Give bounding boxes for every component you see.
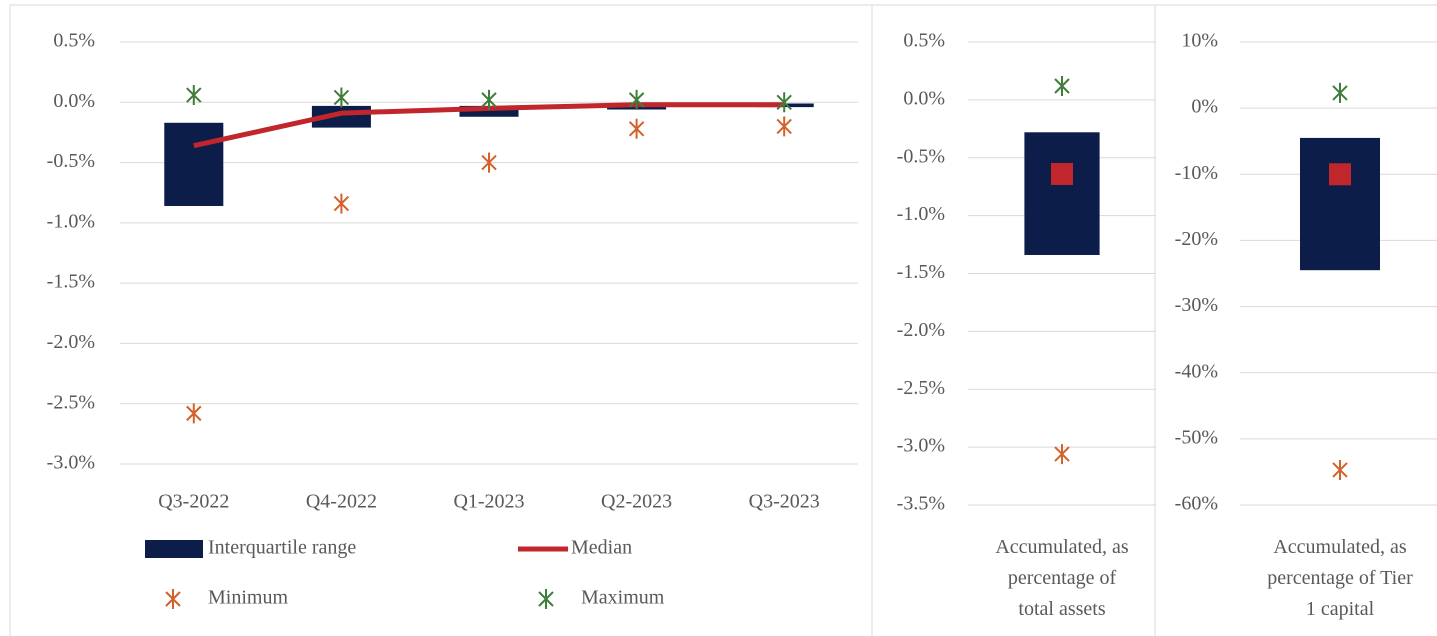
y-tick-label: 10% — [1181, 30, 1218, 52]
y-tick-label: 0.0% — [53, 90, 95, 112]
asterisk-marker — [776, 92, 792, 113]
y-tick-label: -1.5% — [897, 261, 945, 283]
iqr-bar — [459, 105, 519, 117]
legend-label: Interquartile range — [208, 537, 356, 559]
y-tick-label: -30% — [1175, 294, 1218, 316]
y-tick-label: -1.0% — [47, 210, 95, 232]
asterisk-marker — [1332, 82, 1348, 103]
legend-label: Median — [571, 537, 632, 559]
x-tick-label: Q2-2023 — [601, 491, 672, 513]
y-tick-label: -3.0% — [47, 452, 95, 474]
asterisk-marker — [186, 85, 202, 106]
asterisk-marker — [333, 193, 350, 214]
asterisk-stroke — [186, 403, 202, 424]
x-tick-label: Q4-2022 — [306, 491, 377, 513]
y-tick-label: -20% — [1175, 228, 1218, 250]
legend-item: Interquartile range — [145, 537, 356, 559]
asterisk-marker — [481, 89, 497, 110]
iqr-bar — [164, 122, 224, 206]
y-tick-label: -1.0% — [897, 203, 945, 225]
x-tick-label: Accumulated, as percentage of Tier 1 cap… — [1267, 536, 1413, 620]
panel-border — [1154, 4, 1437, 636]
x-tick-label: Accumulated, as percentage of total asse… — [995, 536, 1129, 620]
y-tick-label: -10% — [1175, 162, 1218, 184]
asterisk-marker — [628, 118, 645, 139]
x-tick-label: Q1-2023 — [453, 491, 524, 513]
asterisk-stroke — [1054, 444, 1070, 465]
asterisk-marker — [333, 87, 350, 108]
asterisk-stroke — [333, 193, 350, 214]
legend-item: Median — [518, 537, 632, 559]
legend-swatch — [145, 540, 203, 558]
x-tick-label: Q3-2023 — [749, 491, 820, 513]
y-tick-label: -1.5% — [47, 271, 95, 293]
legend-label: Maximum — [581, 587, 665, 609]
y-tick-label: -60% — [1175, 493, 1218, 515]
median-marker — [1329, 163, 1351, 186]
iqr-bar — [1024, 132, 1100, 255]
y-tick-label: 0.5% — [903, 30, 945, 52]
y-tick-label: -3.5% — [897, 493, 945, 515]
asterisk-marker — [776, 116, 792, 137]
legend-swatch — [165, 589, 181, 609]
y-tick-label: 0.0% — [903, 87, 945, 109]
asterisk-marker — [1332, 459, 1348, 480]
y-tick-label: -40% — [1175, 360, 1218, 382]
asterisk-stroke — [776, 116, 792, 137]
legend-swatch — [538, 589, 554, 609]
y-tick-label: -50% — [1175, 426, 1218, 448]
y-tick-label: 0.5% — [53, 30, 95, 52]
legend-item: Maximum — [538, 587, 665, 609]
asterisk-stroke — [165, 589, 181, 609]
y-tick-label: -2.0% — [897, 319, 945, 341]
asterisk-stroke — [776, 92, 792, 113]
asterisk-marker — [1054, 444, 1070, 465]
legend-label: Minimum — [208, 587, 288, 609]
asterisk-stroke — [538, 589, 554, 609]
asterisk-stroke — [186, 85, 202, 106]
y-tick-label: -3.0% — [897, 435, 945, 457]
y-tick-label: 0% — [1191, 96, 1218, 118]
y-tick-label: -2.5% — [47, 391, 95, 413]
y-tick-label: -2.5% — [897, 377, 945, 399]
y-tick-label: -0.5% — [47, 150, 95, 172]
y-tick-label: -2.0% — [47, 331, 95, 353]
asterisk-stroke — [1332, 459, 1348, 480]
panel-border — [9, 4, 873, 636]
asterisk-marker — [481, 152, 497, 173]
asterisk-stroke — [628, 89, 645, 110]
asterisk-stroke — [481, 152, 497, 173]
asterisk-stroke — [628, 118, 645, 139]
asterisk-stroke — [1332, 82, 1348, 103]
asterisk-stroke — [333, 87, 350, 108]
iqr-bar — [1300, 137, 1380, 271]
median-marker — [1051, 162, 1073, 185]
asterisk-stroke — [481, 89, 497, 110]
asterisk-marker — [628, 89, 645, 110]
x-tick-label: Q3-2022 — [158, 491, 229, 513]
legend-item: Minimum — [165, 587, 288, 609]
asterisk-marker — [1054, 75, 1070, 96]
y-tick-label: -0.5% — [897, 145, 945, 167]
asterisk-marker — [186, 403, 202, 424]
asterisk-stroke — [1054, 75, 1070, 96]
